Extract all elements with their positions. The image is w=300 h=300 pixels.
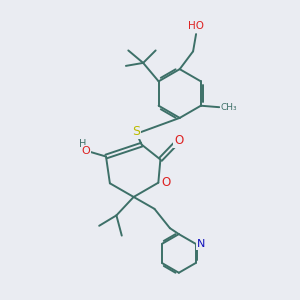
Text: O: O [161, 176, 170, 189]
Text: O: O [81, 146, 90, 156]
Text: CH₃: CH₃ [220, 103, 237, 112]
Text: O: O [174, 134, 184, 147]
Text: HO: HO [188, 21, 204, 31]
Text: N: N [197, 239, 205, 249]
Text: H: H [79, 139, 86, 149]
Text: S: S [132, 125, 140, 138]
